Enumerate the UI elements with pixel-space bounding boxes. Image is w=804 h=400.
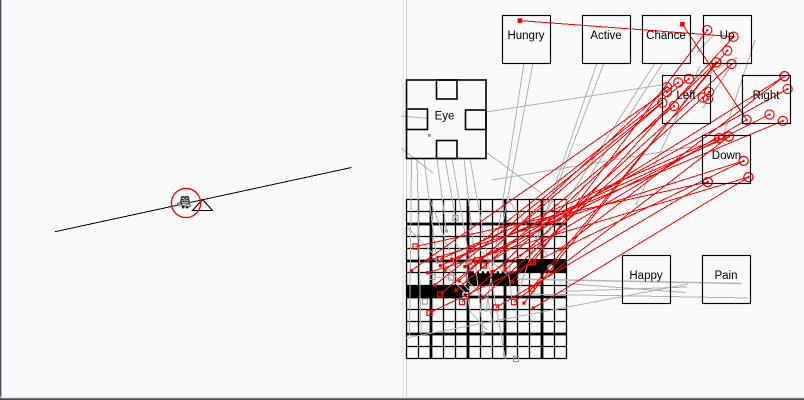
svg-text:Up: Up xyxy=(720,30,735,42)
svg-text:Chance: Chance xyxy=(646,30,686,42)
svg-text:Right: Right xyxy=(753,90,781,102)
svg-text:Pain: Pain xyxy=(714,270,737,282)
svg-text:Left: Left xyxy=(676,90,696,102)
svg-text:Happy: Happy xyxy=(629,270,662,282)
svg-text:Down: Down xyxy=(712,150,741,162)
svg-text:Active: Active xyxy=(590,30,621,42)
svg-text:Hungry: Hungry xyxy=(507,30,544,42)
svg-text:Eye: Eye xyxy=(435,111,455,123)
